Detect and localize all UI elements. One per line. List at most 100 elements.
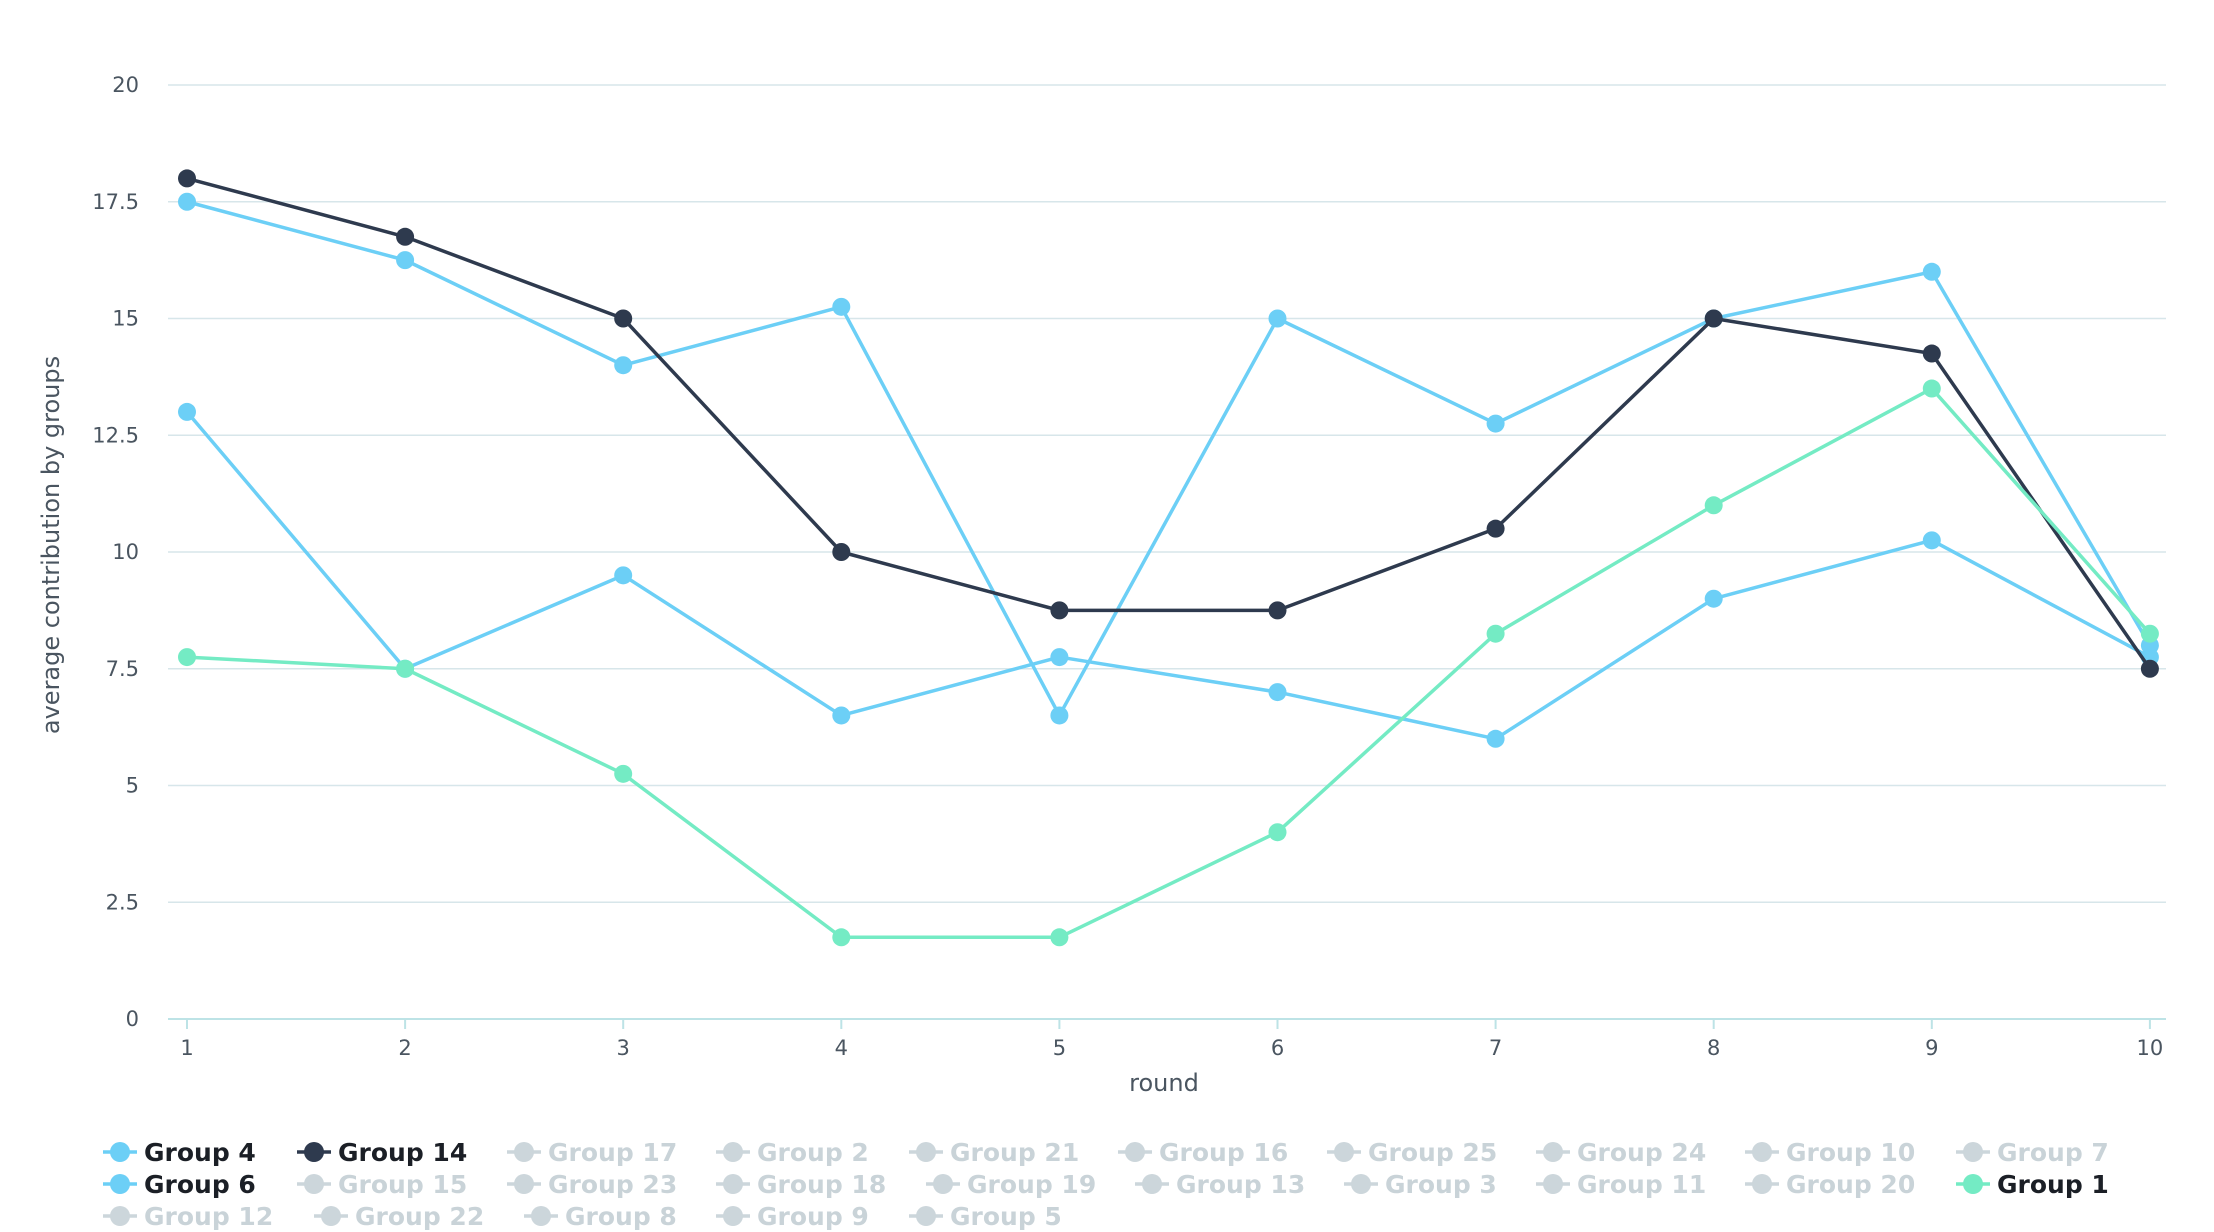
legend-item-group-10[interactable]: Group 10 [1745,1138,1915,1167]
data-point-group-14[interactable] [1704,309,1723,328]
data-point-group-4[interactable] [178,192,196,211]
x-axis-ticks: 1 2 3 4 5 6 7 8 9 10 [180,1019,2163,1060]
x-tick-label: 3 [617,1036,630,1060]
data-point-group-4[interactable] [1486,414,1505,433]
data-point-group-14[interactable] [1050,601,1069,620]
data-point-group-4[interactable] [832,297,851,316]
legend-item-group-3[interactable]: Group 3 [1344,1170,1497,1199]
legend-item-group-16[interactable]: Group 16 [1118,1138,1288,1167]
legend-item-group-19[interactable]: Group 19 [926,1170,1096,1199]
legend-item-group-8[interactable]: Group 8 [524,1202,677,1231]
data-point-group-1[interactable] [1486,624,1505,643]
data-point-group-4[interactable] [1922,262,1941,281]
x-axis-title: round [1129,1069,1199,1097]
data-point-group-14[interactable] [1486,519,1505,538]
data-point-group-1[interactable] [1922,379,1941,398]
series-group-4 [178,192,2159,725]
data-point-group-14[interactable] [832,543,851,561]
data-point-group-6[interactable] [178,402,196,421]
y-axis-title: average contribution by groups [37,356,65,734]
data-point-group-1[interactable] [832,928,851,947]
legend-item-group-12[interactable]: Group 12 [103,1202,273,1231]
data-point-group-6[interactable] [1922,531,1941,550]
legend-item-group-20[interactable]: Group 20 [1745,1170,1915,1199]
data-point-group-6[interactable] [1704,589,1723,608]
legend-label: Group 4 [144,1138,256,1167]
legend-item-group-17[interactable]: Group 17 [507,1138,677,1167]
x-tick-label: 10 [2137,1036,2164,1060]
legend-label: Group 20 [1786,1170,1915,1199]
data-point-group-14[interactable] [396,227,415,246]
legend-item-group-6[interactable]: Group 6 [103,1170,256,1199]
data-point-group-1[interactable] [396,659,415,678]
legend-item-group-18[interactable]: Group 18 [716,1170,886,1199]
legend-item-group-24[interactable]: Group 24 [1536,1138,1706,1167]
data-point-group-4[interactable] [396,251,415,270]
legend-label: Group 15 [338,1170,467,1199]
legend-item-group-13[interactable]: Group 13 [1135,1170,1305,1199]
legend: Group 4 Group 14 Group 17 Group 2 Group 21 Gr… [103,1138,2109,1231]
data-point-group-1[interactable] [1704,496,1723,515]
legend-marker [723,1142,743,1162]
legend-label: Group 14 [338,1138,467,1167]
data-point-group-14[interactable] [1268,601,1287,620]
data-point-group-4[interactable] [614,356,633,375]
data-point-group-1[interactable] [2140,624,2159,643]
legend-label: Group 25 [1368,1138,1497,1167]
data-point-group-6[interactable] [1486,729,1505,748]
data-point-group-4[interactable] [1050,706,1069,725]
legend-item-group-25[interactable]: Group 25 [1327,1138,1497,1167]
legend-item-group-15[interactable]: Group 15 [297,1170,467,1199]
legend-marker [1963,1142,1983,1162]
legend-marker [531,1206,551,1226]
data-point-group-6[interactable] [832,706,851,725]
y-tick-label: 10 [112,540,139,564]
legend-item-group-4[interactable]: Group 4 [103,1138,256,1167]
legend-marker [514,1142,534,1162]
legend-marker [514,1174,534,1194]
data-point-group-1[interactable] [1268,823,1287,842]
data-point-group-6[interactable] [1050,648,1069,667]
data-point-group-1[interactable] [178,648,196,667]
data-point-group-4[interactable] [1268,309,1287,328]
data-point-group-14[interactable] [1922,344,1941,363]
x-tick-label: 1 [180,1036,193,1060]
legend-marker [723,1206,743,1226]
legend-marker [933,1174,953,1194]
data-point-group-14[interactable] [2140,659,2159,678]
data-point-group-6[interactable] [1268,683,1287,702]
legend-item-group-22[interactable]: Group 22 [314,1202,484,1231]
series-line-group-4 [186,200,2152,718]
legend-item-group-5[interactable]: Group 5 [909,1202,1062,1231]
legend-item-group-23[interactable]: Group 23 [507,1170,677,1199]
legend-item-group-2[interactable]: Group 2 [716,1138,869,1167]
legend-marker [1351,1174,1371,1194]
legend-item-group-7[interactable]: Group 7 [1956,1138,2109,1167]
legend-label: Group 21 [950,1138,1079,1167]
data-point-group-14[interactable] [178,169,196,188]
legend-marker [321,1206,341,1226]
legend-label: Group 2 [757,1138,869,1167]
legend-marker [1752,1174,1772,1194]
legend-item-group-9[interactable]: Group 9 [716,1202,869,1231]
legend-marker [1752,1142,1772,1162]
legend-item-group-1[interactable]: Group 1 [1956,1170,2109,1199]
data-point-group-6[interactable] [614,566,633,585]
legend-marker [1963,1174,1983,1194]
legend-item-group-14[interactable]: Group 14 [297,1138,467,1167]
data-point-group-14[interactable] [614,309,633,328]
x-tick-label: 7 [1489,1036,1502,1060]
series-group-6 [178,402,2159,748]
legend-item-group-11[interactable]: Group 11 [1536,1170,1706,1199]
y-tick-label: 7.5 [106,657,139,681]
legend-label: Group 8 [565,1202,677,1231]
series-group-1 [178,379,2159,947]
legend-marker [1334,1142,1354,1162]
legend-item-group-21[interactable]: Group 21 [909,1138,1079,1167]
series-layer [178,169,2159,947]
data-point-group-1[interactable] [614,764,633,783]
data-point-group-1[interactable] [1050,928,1069,947]
legend-label: Group 18 [757,1170,886,1199]
legend-label: Group 23 [548,1170,677,1199]
